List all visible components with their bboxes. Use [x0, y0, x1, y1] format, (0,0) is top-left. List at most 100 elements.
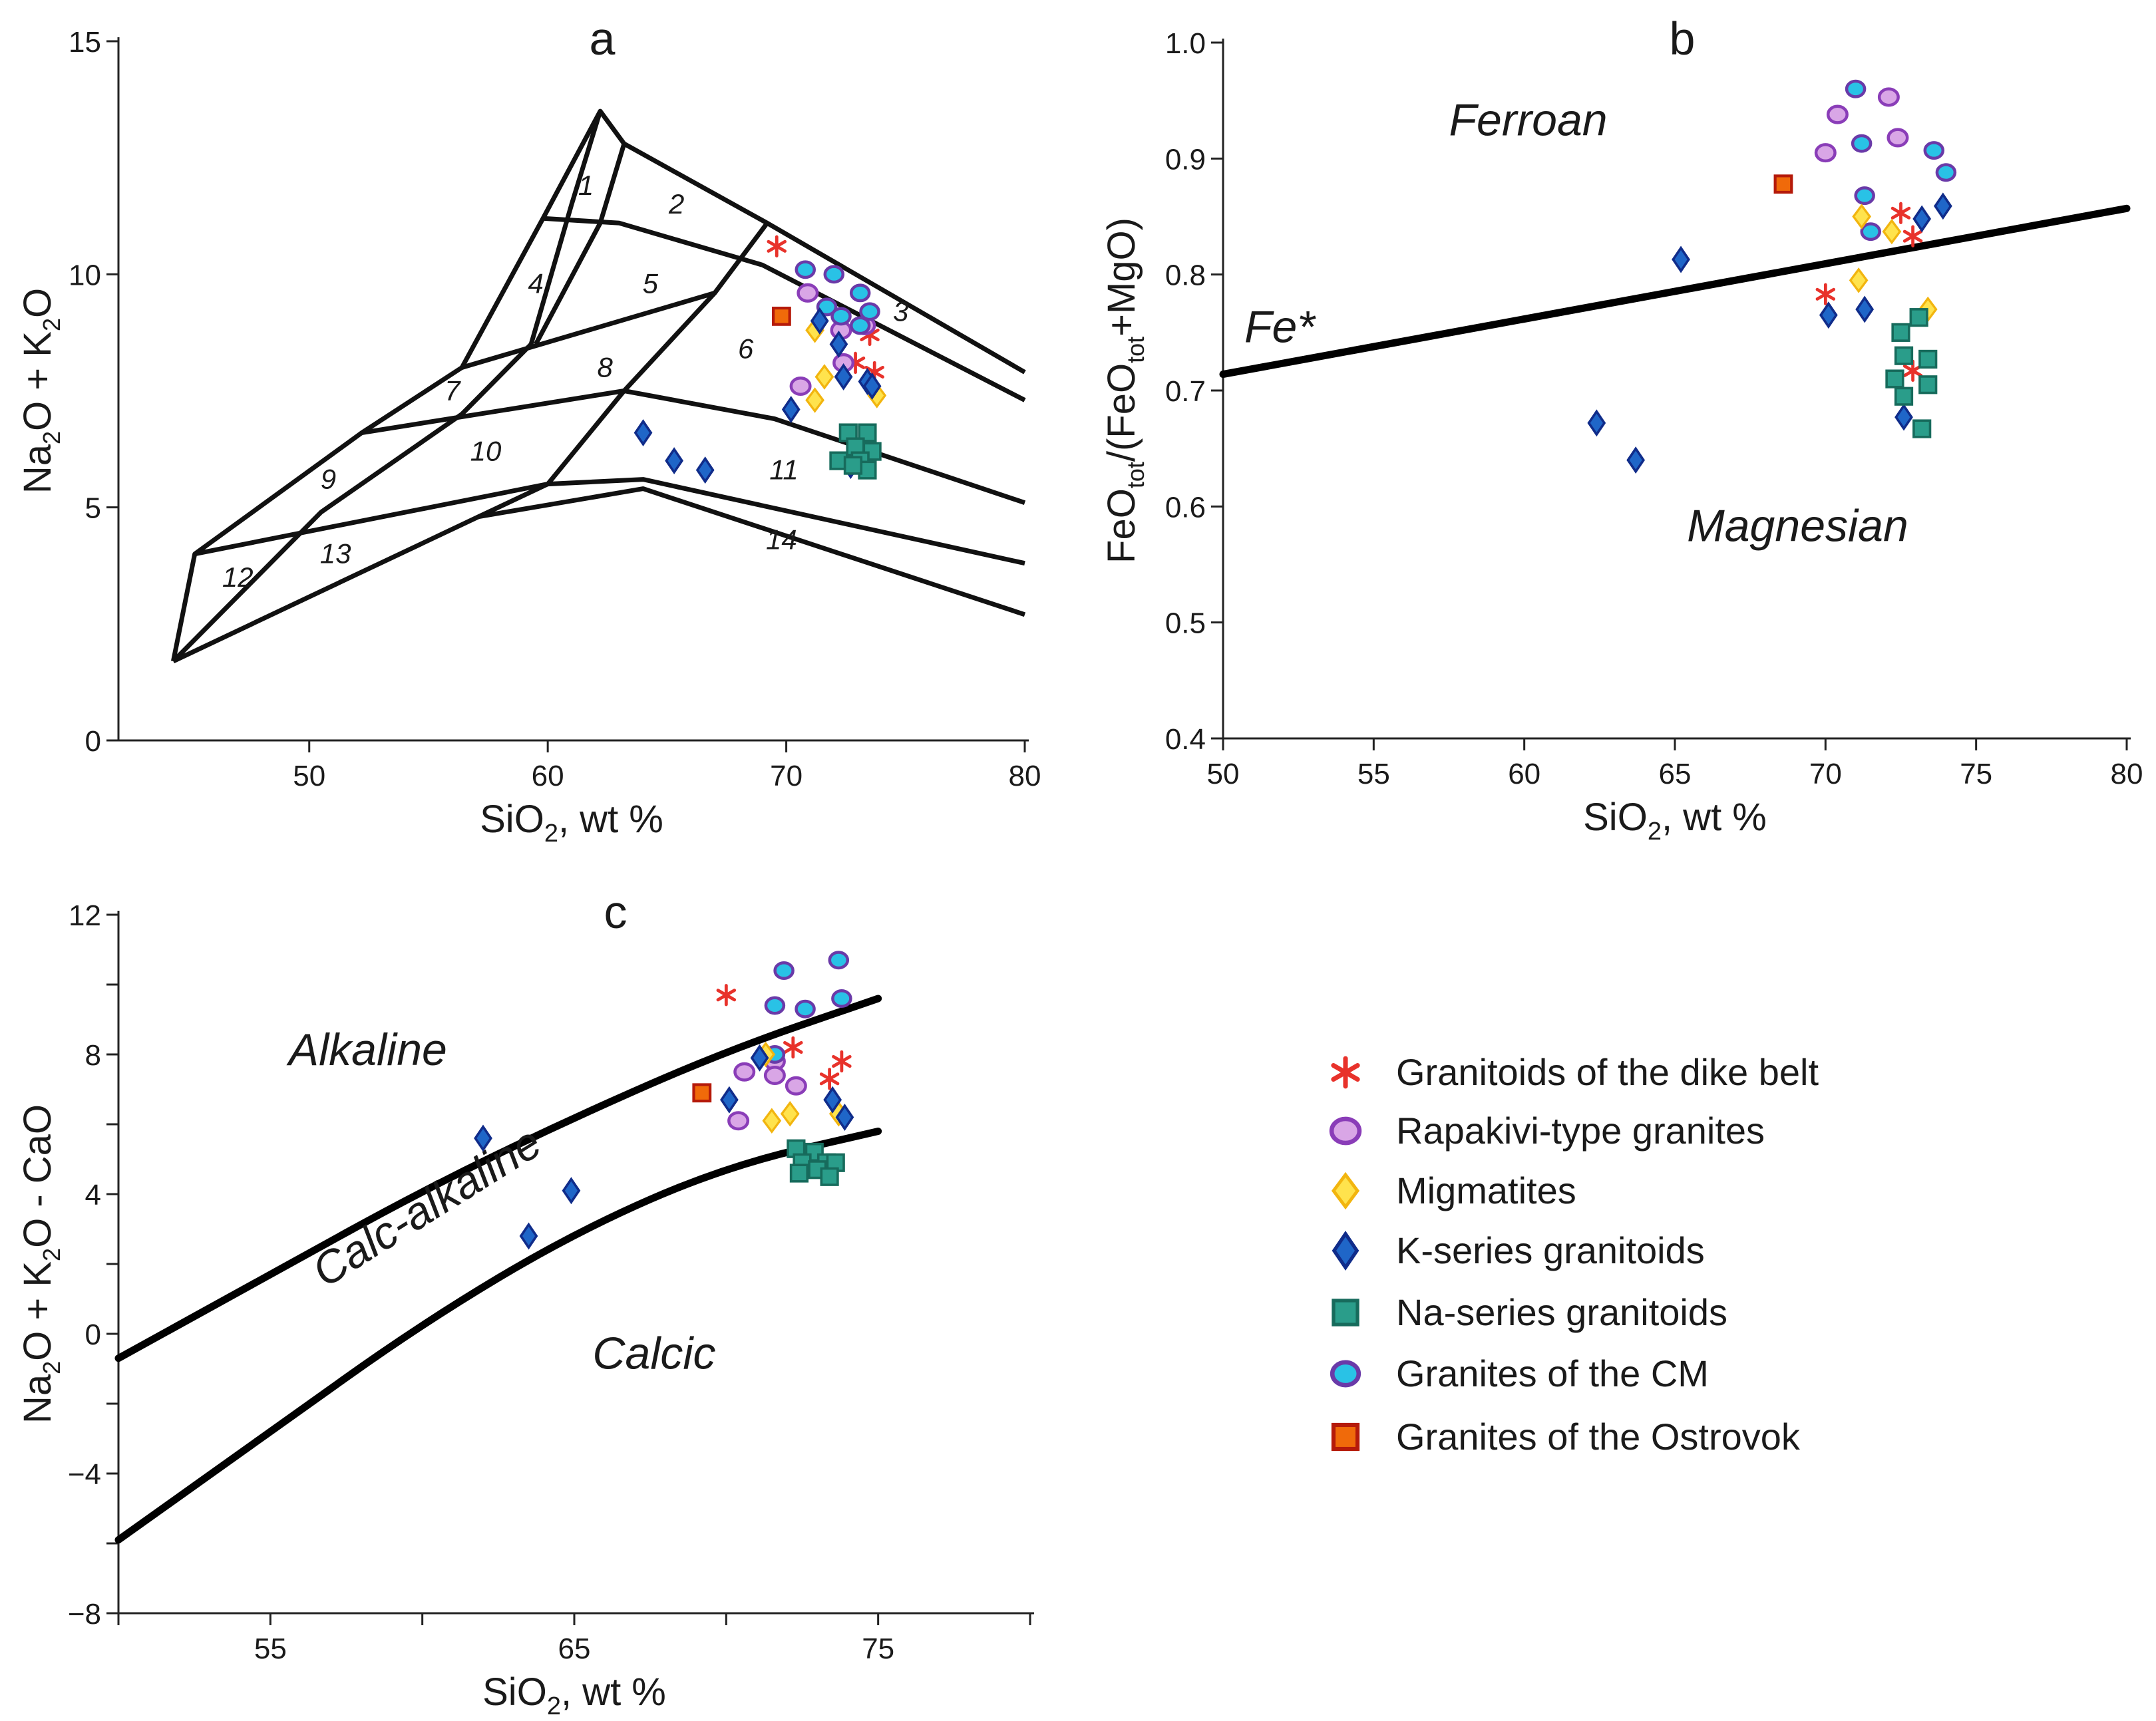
y-tick-label: 0.6	[1165, 491, 1206, 524]
legend: Granitoids of the dike belt Rapakivi-type…	[1329, 1051, 1819, 1458]
tas-field-boundary	[478, 486, 1026, 617]
panel-letter: c	[604, 886, 628, 938]
migmatite-marker	[780, 1100, 800, 1127]
tas-field-boundary	[171, 110, 603, 663]
y-tick-label: 8	[85, 1039, 101, 1072]
legend-label: Na-series granitoids	[1396, 1291, 1727, 1333]
region-label: Alkaline	[286, 1024, 447, 1075]
kseries-marker	[562, 1177, 581, 1205]
y-tick-label: 15	[69, 26, 101, 59]
asterisk-marker	[767, 235, 787, 257]
malic-boundary-curve	[114, 1128, 882, 1544]
kseries-marker	[1894, 403, 1913, 431]
tas-field-number: 13	[320, 538, 351, 569]
circle-icon	[1330, 1360, 1361, 1388]
x-tick-label: 60	[1508, 758, 1540, 790]
square-icon	[1332, 1299, 1359, 1327]
ostrovok-marker	[692, 1083, 712, 1103]
x-axis-label: SiO2, wt %	[480, 798, 663, 848]
y-axis-label: Na2O + K2O	[16, 288, 65, 494]
kseries-marker	[695, 456, 715, 484]
legend-item-kseries: K-series granitoids	[1332, 1229, 1705, 1271]
legend-item-rapakivi: Rapakivi-type granites	[1329, 1110, 1765, 1152]
naseries-marker	[1894, 387, 1914, 406]
y-tick-label: 12	[69, 899, 101, 932]
kseries-marker	[1626, 446, 1646, 474]
cm-marker	[828, 951, 850, 970]
ostrovok-marker	[772, 306, 791, 326]
legend-label: Granites of the CM	[1396, 1352, 1709, 1394]
tas-field-number: 5	[643, 267, 659, 299]
tas-field-number: 11	[769, 454, 799, 486]
fe-number-boundary-line	[1219, 204, 2131, 379]
tas-field-number: 14	[766, 524, 797, 555]
x-tick-label: 60	[532, 760, 564, 792]
asterisk-marker	[1815, 283, 1836, 305]
naseries-marker	[1885, 369, 1904, 389]
rapakivi-marker	[1826, 104, 1849, 124]
naseries-marker	[1894, 346, 1914, 365]
naseries-marker	[1912, 419, 1932, 438]
tas-field-number: 8	[597, 351, 613, 383]
rapakivi-marker	[1814, 143, 1837, 163]
fe-number-label: Fe*	[1244, 302, 1316, 353]
asterisk-marker	[1902, 225, 1923, 247]
rapakivi-marker	[763, 1065, 786, 1086]
migmatite-marker	[762, 1108, 782, 1134]
cm-marker	[849, 283, 871, 303]
naseries-marker	[1918, 349, 1938, 369]
tas-field-number: 7	[445, 375, 461, 406]
tas-field-number: 9	[321, 464, 336, 495]
x-tick-label: 55	[1357, 758, 1390, 790]
kseries-marker	[720, 1086, 739, 1114]
legend-item-dike-belt: Granitoids of the dike belt	[1331, 1051, 1819, 1093]
tas-field-number: 6	[738, 333, 754, 364]
panel-letter: b	[1670, 13, 1696, 65]
asterisk-marker	[716, 984, 737, 1007]
diamond-icon	[1332, 1230, 1359, 1271]
tas-field-boundary	[170, 108, 1026, 662]
kseries-marker	[862, 373, 882, 400]
x-tick-label: 65	[558, 1633, 591, 1665]
x-tick-label: 50	[293, 760, 325, 792]
naseries-marker	[820, 1167, 839, 1186]
square-icon	[1331, 1422, 1360, 1452]
naseries-marker	[843, 456, 863, 475]
kseries-marker	[1672, 245, 1690, 273]
cm-marker	[1860, 222, 1881, 241]
cm-marker	[795, 260, 816, 279]
y-axis-label: FeOtot/(FeOtot+MgO)	[1100, 218, 1149, 563]
kseries-marker	[1819, 301, 1838, 329]
y-tick-label: 0	[85, 725, 101, 758]
kseries-marker	[665, 447, 683, 475]
asterisk-marker	[832, 1050, 852, 1073]
naseries-marker	[1909, 308, 1928, 327]
y-tick-label: 1.0	[1165, 27, 1206, 60]
ostrovok-marker	[1773, 174, 1793, 194]
y-tick-label: 0	[85, 1319, 101, 1351]
migmatite-marker	[1882, 218, 1902, 245]
kseries-marker	[835, 1104, 854, 1131]
cm-marker	[1923, 141, 1945, 160]
cm-marker	[831, 989, 852, 1008]
kseries-marker	[834, 363, 853, 391]
cm-marker	[1851, 134, 1873, 153]
kseries-marker	[781, 396, 801, 423]
legend-label: Granites of the Ostrovok	[1396, 1416, 1801, 1458]
legend-label: Migmatites	[1396, 1170, 1576, 1211]
cm-marker	[764, 996, 786, 1015]
malic-boundary-curve	[114, 995, 882, 1362]
kseries-marker	[1933, 192, 1952, 220]
migmatite-marker	[805, 387, 824, 413]
tas-field-boundary	[542, 216, 1026, 402]
legend-label: Rapakivi-type granites	[1396, 1110, 1765, 1152]
y-tick-label: 0.4	[1165, 723, 1206, 756]
tas-field-boundary	[361, 389, 1026, 506]
circle-icon	[1329, 1116, 1362, 1146]
panel-b-fe-number-diagram: 50 55 60 65 70 75 80 0.4 0.5 0.6 0.7 0.8 0.9 1.0 SiO2,…	[1100, 13, 2143, 846]
tas-field-number: 10	[470, 436, 502, 467]
rapakivi-marker	[789, 376, 812, 396]
kseries-marker	[1587, 409, 1606, 437]
asterisk-marker	[819, 1068, 840, 1090]
cm-marker	[795, 999, 816, 1018]
